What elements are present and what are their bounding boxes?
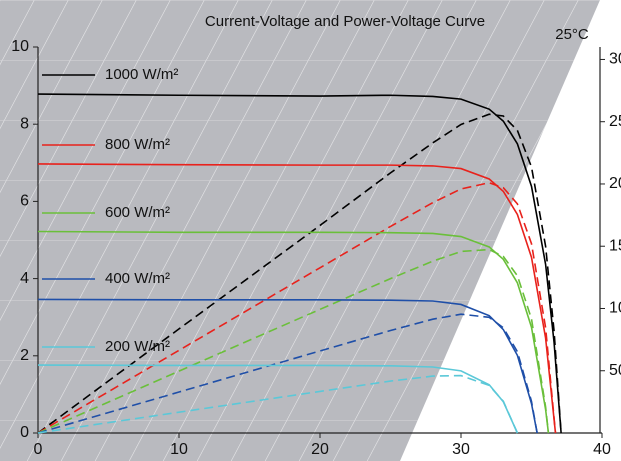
current-curve [37, 364, 519, 434]
y-tick-label: 4 [20, 270, 29, 287]
x-tick-label: 40 [593, 441, 611, 458]
power-curve [37, 181, 557, 434]
chart-title: Current-Voltage and Power-Voltage Curve [205, 13, 485, 30]
y-tick-label: 6 [20, 193, 29, 210]
power-curve [37, 313, 538, 434]
x-tick-label: 20 [311, 441, 329, 458]
y2-tick-label: 250 [609, 113, 621, 130]
legend-label: 800 W/m² [105, 136, 170, 153]
x-tick-label: 0 [34, 441, 43, 458]
current-curve [37, 298, 538, 434]
x-tick-label: 30 [452, 441, 470, 458]
y2-tick-label: 150 [609, 237, 621, 254]
y-tick-label: 8 [20, 115, 29, 132]
panel-cells [0, 0, 600, 461]
y2-tick-label: 200 [609, 175, 621, 192]
y-tick-label: 0 [20, 424, 29, 441]
y2-tick-label: 50 [609, 362, 621, 379]
y-tick-label: 2 [20, 347, 29, 364]
x-tick-label: 10 [170, 441, 188, 458]
power-curve [37, 113, 562, 434]
current-curve [37, 230, 550, 434]
legend-label: 1000 W/m² [105, 66, 178, 83]
power-curve [37, 248, 550, 434]
y2-tick-label: 300 [609, 51, 621, 68]
power-curve [37, 374, 519, 434]
legend-label: 400 W/m² [105, 270, 170, 287]
legend-label: 200 W/m² [105, 338, 170, 355]
y-tick-label: 10 [11, 38, 29, 55]
annotation: 25°C [555, 26, 589, 43]
current-curve [37, 93, 562, 434]
legend-label: 600 W/m² [105, 204, 170, 221]
current-curve [37, 163, 557, 434]
y2-tick-label: 100 [609, 300, 621, 317]
